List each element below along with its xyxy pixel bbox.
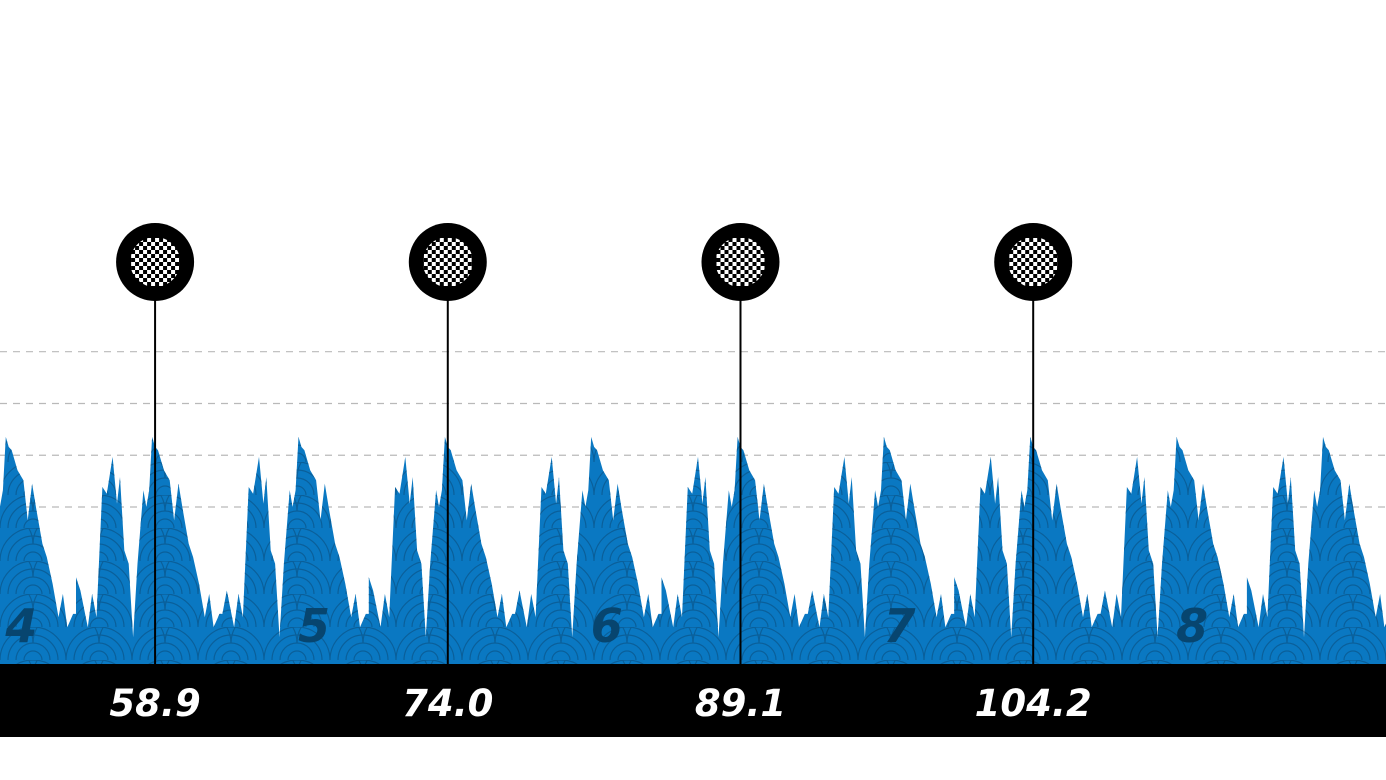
lap-number-8: 8 xyxy=(1176,599,1208,653)
distance-labels: 58.9 74.0 89.1 104.2 xyxy=(109,682,1091,725)
climb-markers xyxy=(116,223,1073,664)
elevation-texture xyxy=(0,436,1386,664)
checkered-flag-icon xyxy=(701,223,780,301)
distance-label: 89.1 xyxy=(695,682,786,725)
climb-marker xyxy=(408,223,487,664)
lap-number-6: 6 xyxy=(591,599,623,653)
climb-marker xyxy=(994,223,1073,664)
lap-number-7: 7 xyxy=(883,599,915,653)
distance-bar xyxy=(0,664,1386,737)
checkered-flag-icon xyxy=(994,223,1073,301)
distance-label: 58.9 xyxy=(109,682,200,725)
distance-label: 104.2 xyxy=(975,682,1092,725)
lap-numbers: 4 5 6 7 8 xyxy=(4,599,1208,653)
climb-marker xyxy=(116,223,195,664)
checkered-flag-icon xyxy=(408,223,487,301)
checkered-flag-icon xyxy=(116,223,195,301)
lap-number-5: 5 xyxy=(298,599,330,653)
lap-number-4: 4 xyxy=(4,599,37,653)
distance-label: 74.0 xyxy=(402,682,493,725)
climb-marker xyxy=(701,223,780,664)
elevation-profile xyxy=(0,436,1386,664)
